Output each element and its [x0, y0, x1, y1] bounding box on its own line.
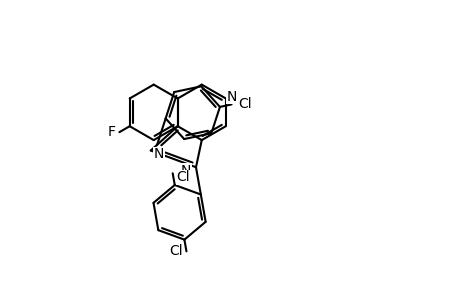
Text: N: N [226, 89, 236, 103]
Text: N: N [180, 164, 190, 178]
Text: Cl: Cl [176, 170, 190, 184]
Text: N: N [153, 148, 164, 161]
Text: Cl: Cl [238, 98, 252, 111]
Text: F: F [107, 125, 115, 139]
Text: Cl: Cl [168, 244, 182, 258]
